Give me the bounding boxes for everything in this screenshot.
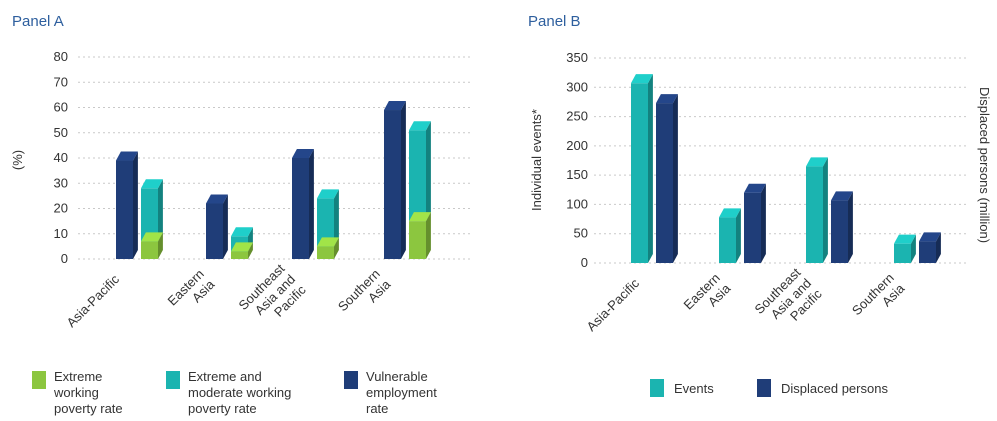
b-legend-item-displaced-persons: Displaced persons: [757, 379, 888, 397]
panel-b: Panel B 0 50 100 150 200 250 300 350 Individual…: [528, 13, 992, 397]
a-bar-moderate-southern-asia: [409, 121, 431, 222]
b-bar-events-southeast-asia-and-pacific: [806, 157, 828, 263]
a-legend-item-vulnerable-employment-rate: Vulnerable employment rate: [344, 369, 437, 416]
b-legend-swatch-events: [650, 379, 664, 397]
panel-a-legend: Extreme working poverty rate Extreme and mod…: [32, 369, 437, 416]
panel-a: Panel A 0 10 20 30 40 50 60 70 80 (%) Asia-Pacif…: [10, 13, 470, 416]
b-category-label-eastern-asia: EasternAsia: [681, 270, 734, 323]
panel-b-bars: [631, 74, 941, 263]
panel-b-title: Panel B: [528, 13, 581, 30]
a-legend-swatch-vulnerable-employment-rate: [344, 371, 358, 389]
panel-a-y-axis-label: (%): [10, 150, 25, 170]
b-y-tick-100: 100: [566, 196, 588, 211]
a-bar-vulnerable-eastern-asia: [206, 194, 228, 259]
a-y-tick-40: 40: [54, 150, 68, 165]
b-category-label-southern-asia: SouthernAsia: [849, 270, 908, 329]
b-bar-events-southern-asia: [894, 234, 916, 263]
b-category-label-asia-pacific: Asia-Pacific: [583, 275, 642, 334]
panel-a-bars: [116, 101, 431, 260]
panel-b-category-labels: Asia-Pacific EasternAsia SoutheastAsia and…: [583, 265, 908, 339]
b-legend-item-events: Events: [650, 379, 714, 397]
a-legend-label-vulnerable-employment-rate: Vulnerable employment rate: [366, 369, 437, 416]
a-bar-extreme-southeast-asia-and-pacific: [317, 237, 339, 259]
a-bar-moderate-southeast-asia-and-pacific: [317, 189, 339, 247]
b-y-tick-300: 300: [566, 79, 588, 94]
a-category-label-southeast-asia-and-pacific: SoutheastAsia andPacific: [236, 261, 310, 335]
a-y-tick-60: 60: [54, 100, 68, 115]
a-bar-moderate-asia-pacific: [141, 179, 163, 242]
a-legend-item-extreme-and-moderate-working-poverty-rate: Extreme and moderate working poverty rate: [166, 369, 291, 416]
a-y-tick-10: 10: [54, 226, 68, 241]
panel-a-y-ticks: 0 10 20 30 40 50 60 70 80: [54, 49, 68, 266]
b-bar-displaced-eastern-asia: [744, 183, 766, 263]
a-legend-label-extreme-working-poverty-rate: Extreme working poverty rate: [53, 369, 123, 416]
a-bar-extreme-southern-asia: [409, 212, 431, 259]
a-y-tick-20: 20: [54, 201, 68, 216]
b-bar-displaced-southeast-asia-and-pacific: [831, 191, 853, 263]
panel-b-legend: Events Displaced persons: [650, 379, 888, 397]
a-bar-extreme-eastern-asia: [231, 242, 253, 259]
b-bar-events-eastern-asia: [719, 208, 741, 263]
a-category-label-eastern-asia: EasternAsia: [165, 266, 218, 319]
a-legend-item-extreme-working-poverty-rate: Extreme working poverty rate: [32, 369, 123, 416]
panel-b-y-axis-label: Individual events*: [529, 109, 544, 211]
b-y-tick-150: 150: [566, 167, 588, 182]
panel-b-y-ticks: 0 50 100 150 200 250 300 350: [566, 50, 588, 270]
b-bar-displaced-southern-asia: [919, 232, 941, 263]
b-legend-label-events: Events: [674, 381, 714, 396]
a-y-tick-70: 70: [54, 74, 68, 89]
a-legend-swatch-extreme-and-moderate-working-poverty-rate: [166, 371, 180, 389]
b-y-tick-250: 250: [566, 109, 588, 124]
a-bar-vulnerable-asia-pacific: [116, 151, 138, 259]
a-category-label-southern-asia: SouthernAsia: [335, 266, 394, 325]
a-y-tick-0: 0: [61, 251, 68, 266]
a-bar-vulnerable-southern-asia: [384, 101, 406, 260]
a-bar-vulnerable-southeast-asia-and-pacific: [292, 149, 314, 259]
b-category-label-southeast-asia-and-pacific: SoutheastAsia andPacific: [752, 265, 826, 339]
a-legend-label-extreme-and-moderate-working-poverty-rate: Extreme and moderate working poverty rate: [188, 369, 291, 416]
a-legend-swatch-extreme-working-poverty-rate: [32, 371, 46, 389]
b-legend-label-displaced-persons: Displaced persons: [781, 381, 888, 396]
a-y-tick-80: 80: [54, 49, 68, 64]
a-bar-extreme-asia-pacific: [141, 232, 163, 259]
b-y-tick-200: 200: [566, 138, 588, 153]
b-legend-swatch-displaced-persons: [757, 379, 771, 397]
a-y-tick-30: 30: [54, 175, 68, 190]
a-y-tick-50: 50: [54, 125, 68, 140]
b-y-tick-50: 50: [574, 226, 588, 241]
a-category-label-asia-pacific: Asia-Pacific: [63, 271, 122, 330]
panel-b-y2-axis-label: Displaced persons (million): [977, 87, 992, 243]
b-y-tick-350: 350: [566, 50, 588, 65]
panel-a-category-labels: Asia-Pacific EasternAsia SoutheastAsia and…: [63, 261, 394, 335]
b-bar-events-asia-pacific: [631, 74, 653, 263]
b-y-tick-0: 0: [581, 255, 588, 270]
panel-a-title: Panel A: [12, 13, 64, 30]
b-bar-displaced-asia-pacific: [656, 94, 678, 263]
